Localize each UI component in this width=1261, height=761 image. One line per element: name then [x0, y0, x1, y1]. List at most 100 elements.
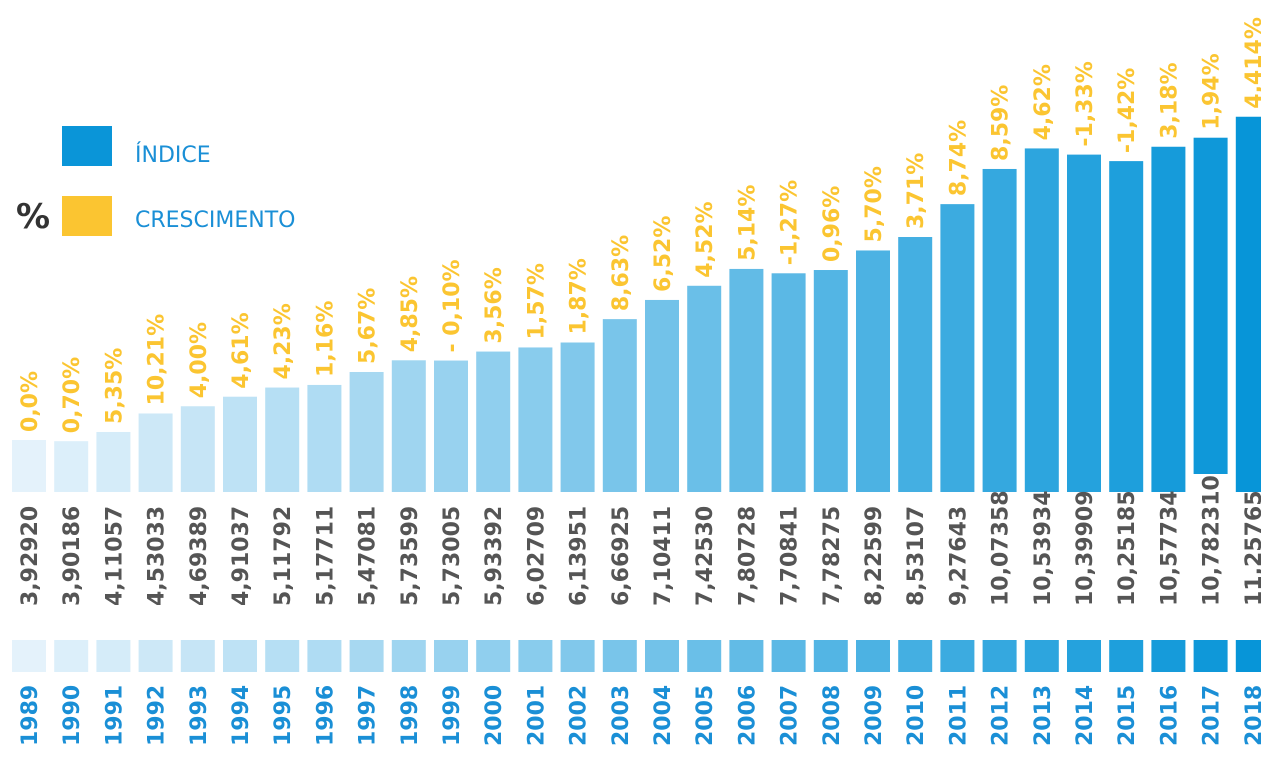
bar [434, 360, 468, 492]
x-tick-label: 2004 [651, 685, 676, 746]
value-label: 5,73599 [398, 506, 423, 606]
year-swatch [1024, 640, 1059, 672]
x-tick-label: 2003 [609, 685, 634, 746]
value-label: 10,07358 [989, 490, 1014, 606]
value-label: 5,93392 [482, 506, 507, 606]
growth-label: 5,70% [862, 166, 887, 242]
bar [1109, 161, 1144, 492]
x-tick-label: 2016 [1157, 685, 1182, 746]
growth-label: -1,27% [778, 180, 803, 265]
bar [560, 342, 595, 492]
x-tick-label: 1997 [356, 685, 381, 746]
x-tick-label: 1996 [313, 685, 338, 746]
growth-label: 6,52% [651, 216, 676, 292]
value-label: 6,13951 [567, 506, 592, 606]
x-tick-label: 2002 [567, 685, 592, 746]
value-label: 11,25765 [1242, 490, 1261, 606]
x-tick-label: 2007 [778, 685, 803, 746]
value-label: 4,53033 [145, 506, 170, 606]
value-label: 10,53934 [1031, 490, 1056, 606]
legend-growth-symbol: % [16, 197, 50, 237]
year-swatch [96, 640, 131, 672]
growth-label: 1,87% [567, 258, 592, 334]
x-tick-label: 1990 [60, 685, 85, 746]
value-label: 10,25185 [1115, 490, 1140, 606]
bar [771, 273, 806, 492]
year-swatch [940, 640, 975, 672]
bar [349, 371, 384, 492]
year-swatch [391, 640, 426, 672]
value-label: 7,70841 [778, 506, 803, 606]
growth-label: -1,33% [1073, 61, 1098, 146]
x-tick-label: 2000 [482, 685, 507, 746]
growth-label: 1,16% [313, 301, 338, 377]
bar [476, 351, 511, 492]
growth-label: 10,21% [145, 314, 170, 406]
bar [1193, 137, 1228, 474]
value-label: 10,57734 [1157, 490, 1182, 606]
x-tick-label: 2008 [820, 685, 845, 746]
x-tick-label: 1998 [398, 685, 423, 746]
value-label: 5,17711 [313, 506, 338, 606]
year-swatch [476, 640, 511, 672]
legend-growth-swatch [62, 196, 112, 236]
bar [1067, 154, 1101, 493]
year-swatch [1235, 640, 1261, 672]
x-tick-label: 2017 [1200, 685, 1225, 746]
value-label: 10,39909 [1073, 490, 1098, 606]
year-swatch [982, 640, 1017, 672]
growth-label: 4,414% [1242, 17, 1261, 109]
growth-label: 1,94% [1200, 53, 1225, 129]
value-label: 8,53107 [904, 506, 929, 606]
bar [518, 347, 553, 492]
x-tick-label: 2014 [1073, 685, 1098, 746]
growth-label: 8,59% [989, 85, 1014, 161]
growth-label: 4,85% [398, 276, 423, 352]
year-swatch [307, 640, 342, 672]
bar [1151, 146, 1186, 492]
value-label: 7,10411 [651, 506, 676, 606]
bar [898, 237, 933, 492]
growth-label: 0,70% [60, 357, 85, 433]
year-swatch [1109, 640, 1144, 672]
value-label: 7,78275 [820, 506, 845, 606]
growth-label: 4,52% [693, 201, 718, 277]
year-swatch [223, 640, 257, 672]
x-tick-label: 2010 [904, 685, 929, 746]
bar [1235, 116, 1261, 492]
growth-label: 8,63% [609, 235, 634, 311]
growth-label: 8,74% [946, 120, 971, 196]
year-swatch [729, 640, 764, 672]
value-label: 7,80728 [735, 506, 760, 606]
year-swatch [12, 640, 46, 672]
value-label: 5,11792 [271, 506, 296, 606]
growth-label: 0,0% [18, 371, 43, 432]
x-tick-label: 2006 [735, 685, 760, 746]
year-swatch [1151, 640, 1186, 672]
growth-label: 1,57% [524, 263, 549, 339]
growth-label: 3,18% [1157, 62, 1182, 138]
bar [813, 270, 848, 492]
value-label: 3,90186 [60, 506, 85, 606]
x-tick-label: 1993 [187, 685, 212, 746]
year-swatch [138, 640, 173, 672]
year-swatch [687, 640, 722, 672]
x-tick-label: 2018 [1242, 685, 1261, 746]
x-tick-label: 1999 [440, 685, 465, 746]
bar [12, 439, 46, 492]
x-tick-label: 2011 [946, 685, 971, 746]
growth-label: 4,61% [229, 312, 254, 388]
bar [391, 360, 426, 492]
year-swatch [771, 640, 806, 672]
value-label: 3,92920 [18, 506, 43, 606]
growth-label: 4,00% [187, 322, 212, 398]
x-tick-label: 1995 [271, 685, 296, 746]
bar [982, 168, 1017, 492]
year-swatch [813, 640, 848, 672]
growth-label: 3,71% [904, 153, 929, 229]
bar [856, 250, 890, 492]
bar [307, 384, 342, 492]
x-tick-label: 1994 [229, 685, 254, 746]
growth-label: 5,14% [735, 185, 760, 261]
year-swatch [560, 640, 595, 672]
